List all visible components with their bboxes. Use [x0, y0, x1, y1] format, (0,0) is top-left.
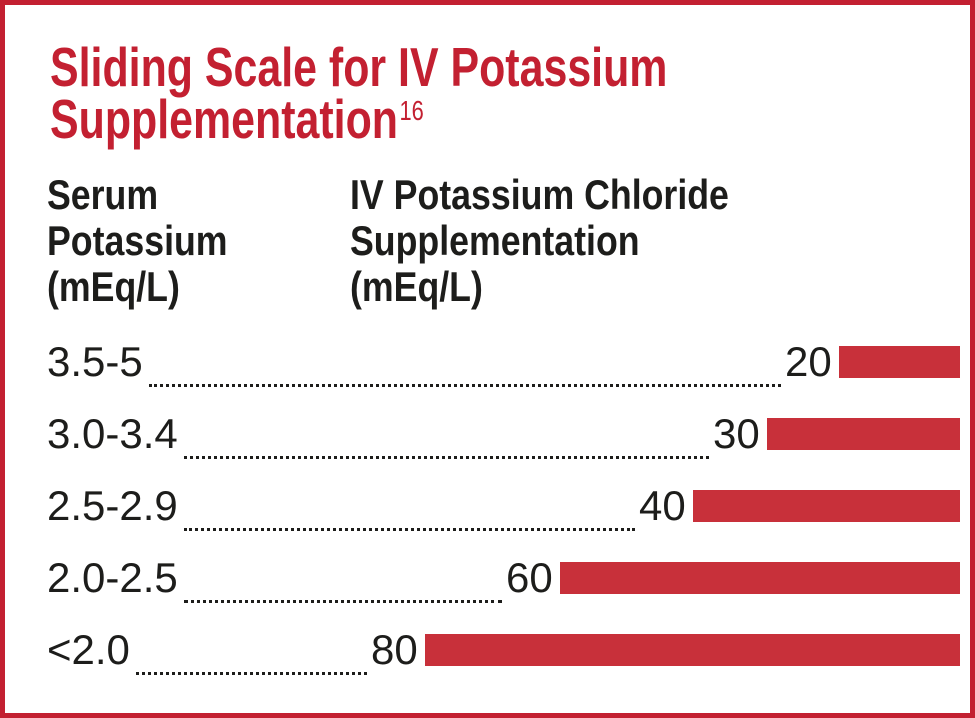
serum-range-label: 3.0-3.4 [47, 410, 178, 457]
col2-header-line-3: (mEq/L) [350, 263, 483, 310]
table-row: 2.5-2.9 40 [47, 482, 960, 531]
table-row: 2.0-2.5 60 [47, 554, 960, 603]
dose-bar [693, 490, 960, 522]
title-line-1: Sliding Scale for IV Potassium [50, 36, 668, 98]
title-line-2: Supplementation [50, 88, 398, 150]
dose-bar [560, 562, 960, 594]
col1-header-line-2: Potassium [47, 217, 228, 264]
col2-header-line-1: IV Potassium Chloride [350, 171, 729, 218]
dotted-leader [183, 562, 502, 603]
table-row: 3.0-3.4 30 [47, 410, 960, 459]
dose-bar [839, 346, 960, 378]
column-header-serum-potassium: Serum Potassium (mEq/L) [47, 172, 228, 310]
serum-range-label: 2.0-2.5 [47, 554, 178, 601]
dose-value: 30 [713, 410, 760, 457]
table-row: <2.0 80 [47, 626, 960, 675]
sliding-scale-rows: 3.5-5 20 3.0-3.4 30 2.5-2.9 40 2.0-2.5 6… [47, 338, 960, 706]
dose-value: 80 [371, 626, 418, 673]
column-header-iv-supplementation: IV Potassium Chloride Supplementation (m… [350, 172, 729, 310]
dose-bar [425, 634, 960, 666]
dose-value: 60 [506, 554, 553, 601]
dotted-leader [183, 418, 709, 459]
col2-header-line-2: Supplementation [350, 217, 640, 264]
dose-bar [767, 418, 960, 450]
page-title: Sliding Scale for IV Potassium Supplemen… [50, 40, 667, 155]
col1-header-line-3: (mEq/L) [47, 263, 180, 310]
dose-value: 20 [785, 338, 832, 385]
dose-value: 40 [639, 482, 686, 529]
table-row: 3.5-5 20 [47, 338, 960, 387]
dotted-leader [135, 634, 367, 675]
col1-header-line-1: Serum [47, 171, 159, 218]
serum-range-label: <2.0 [47, 626, 130, 673]
footnote-reference: 16 [399, 95, 424, 126]
dotted-leader [148, 346, 781, 387]
serum-range-label: 2.5-2.9 [47, 482, 178, 529]
dotted-leader [183, 490, 635, 531]
serum-range-label: 3.5-5 [47, 338, 143, 385]
